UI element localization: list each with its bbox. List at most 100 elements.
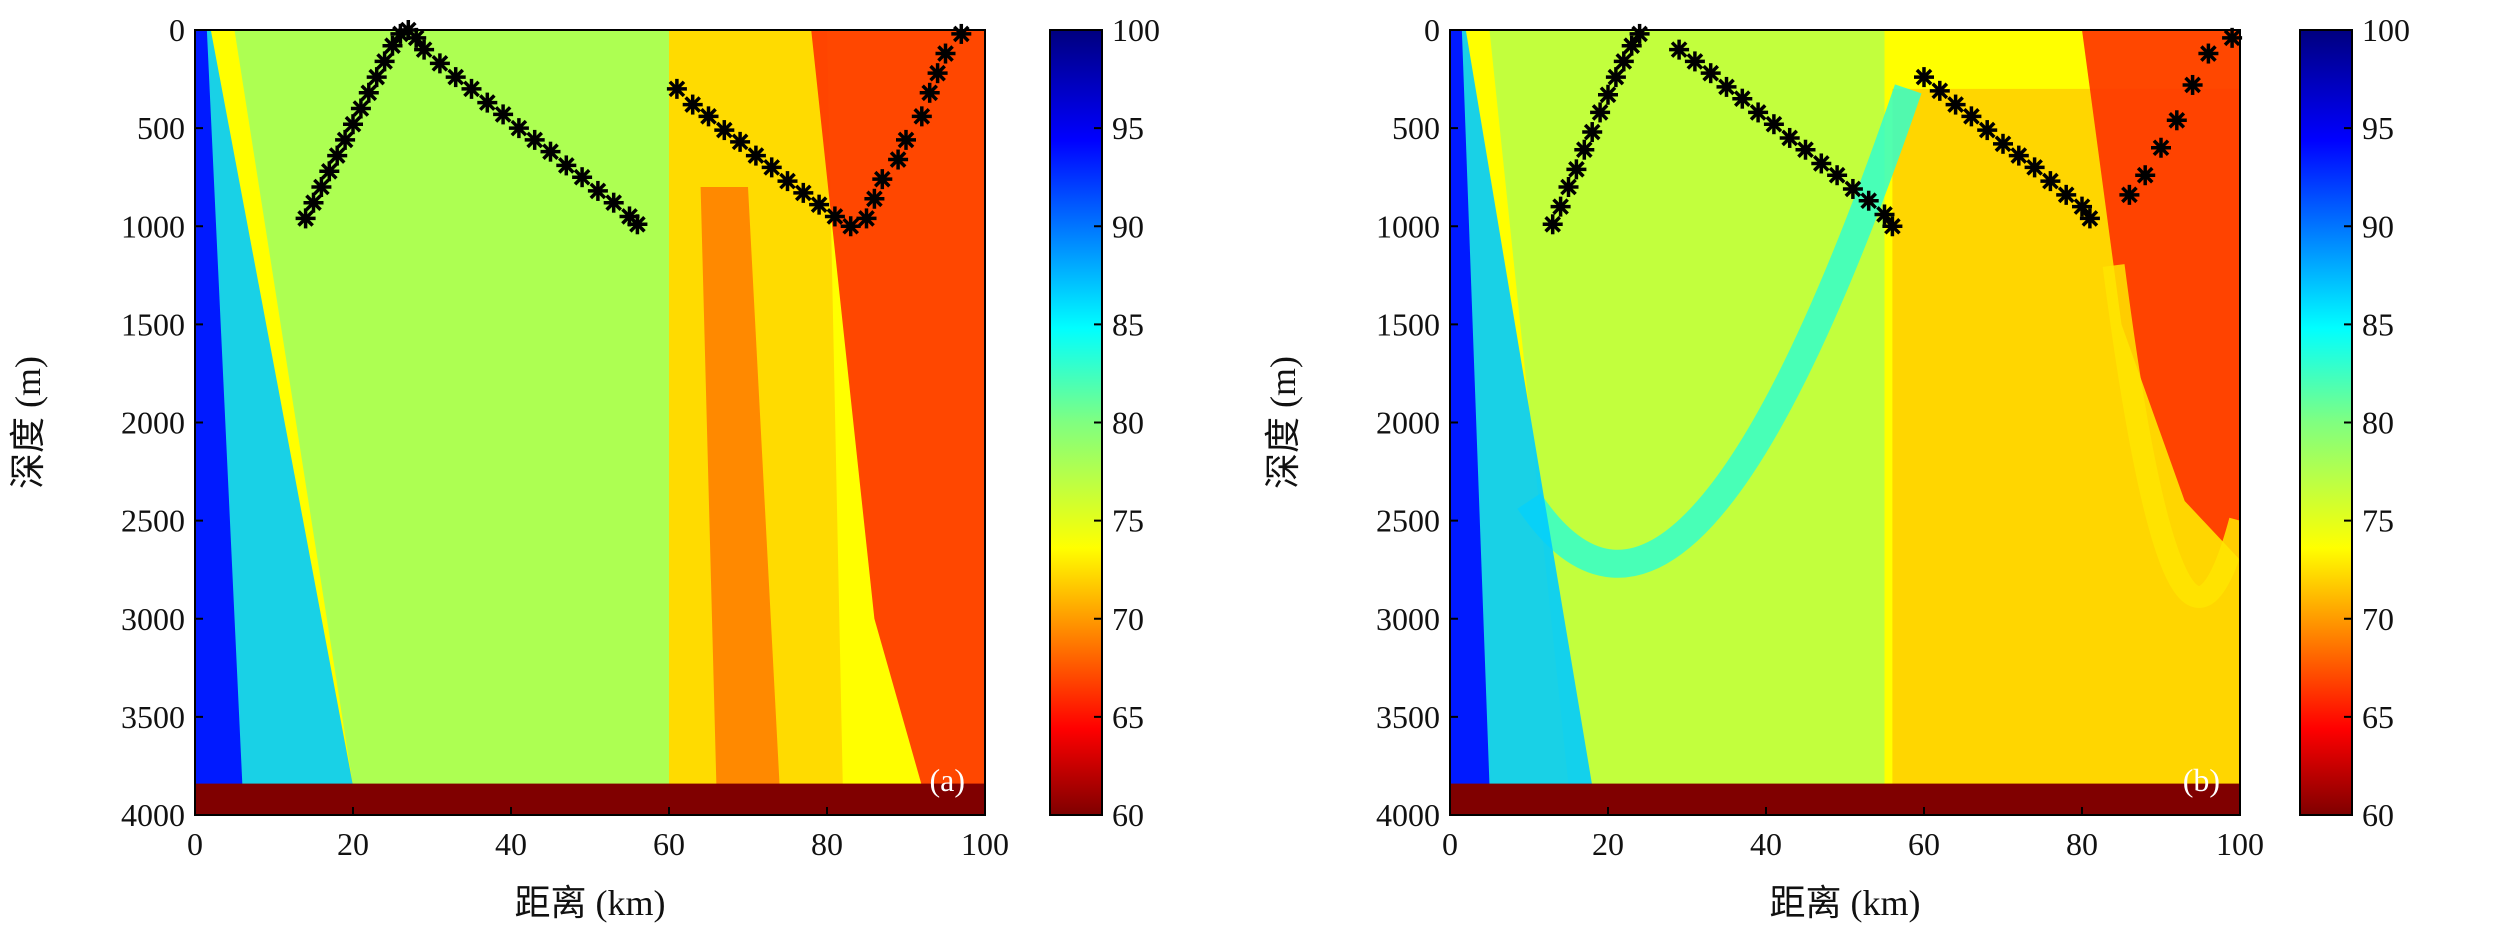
panel-a-x-tick-label: 80 [811,826,843,862]
panel-b-asterisk-marker [1827,165,1848,186]
panel-a-colorbar-tick-label: 90 [1112,208,1144,244]
panel-b-x-tick-label: 60 [1908,826,1940,862]
panel-b-y-tick-label: 1000 [1376,208,1440,244]
panel-a-colorbar: 100 95 90 85 80 75 70 65 60 [1049,12,1160,833]
panel-b-yellow-arc [1517,84,1922,578]
panel-a-asterisk-marker [343,114,363,135]
panel-b-colorbar-tick-label: 85 [2362,306,2394,342]
panel-a-asterisk-marker [927,63,948,84]
panel-b-cyan-arc [2102,264,2240,608]
panel-b-asterisk-marker [1669,39,1690,60]
panel-a-colorbar-tick-label: 85 [1112,306,1144,342]
panel-b-y-tick-label: 0 [1424,12,1440,48]
panel-b-asterisk-marker [2166,110,2187,131]
panel-a-x-tick-label: 20 [337,826,369,862]
panel-b-yellow-zone [1450,30,1593,786]
panel-a-asterisk-marker [303,192,324,213]
panel-a-y-tick-label: 4000 [121,797,185,833]
panel-b-asterisk-marker [1566,159,1587,180]
panel-a-x-tick-label: 60 [653,826,685,862]
panel-a-asterisk-marker [524,129,545,150]
panel-a-y-tick-label: 3000 [121,601,185,637]
panel-b-asterisk-marker [2198,43,2219,64]
panel-a-asterisk-marker [761,157,782,178]
panel-b-asterisk-marker [2222,27,2243,48]
panel-b-x-axis-label: 距离 (km) [1770,883,1921,923]
panel-b-asterisk-marker [1977,120,1998,141]
panel-a-asterisk-marker [429,53,450,74]
panel-b-colorbar-gradient [2300,30,2352,815]
panel-a-asterisk-marker [872,169,893,190]
panel-a-y-tick-label: 3500 [121,699,185,735]
panel-a-asterisk-marker [327,145,348,166]
panel-b-asterisk-marker [1732,88,1753,109]
panel-a-asterisk-marker [856,208,877,229]
panel-b-asterisk-marker [1629,23,1650,44]
panel-b-asterisk-marker [2119,184,2140,205]
panel-a-asterisk-marker [793,182,814,203]
panel-a-asterisk-marker [809,194,830,215]
panel-a-red-zone [195,30,243,786]
panel-a-asterisk-marker [627,214,648,235]
panel-b-asterisk-marker [2135,165,2156,186]
panel-a-asterisk-marker [864,188,885,209]
panel-b-colorbar-tick-label: 70 [2362,601,2394,637]
panel-a-asterisk-marker [508,118,529,139]
panel-b-asterisk-marker [2072,196,2092,217]
panel-b-asterisk-marker [2182,74,2203,95]
panel-a-y-tick-label: 1000 [121,208,185,244]
panel-a-x-tick-label: 0 [187,826,203,862]
panel-a-colorbar-tick-label: 75 [1112,503,1144,539]
panel-a-asterisk-marker [824,206,845,227]
panel-a-asterisk-marker [358,82,379,103]
panel-b-asterisk-marker [1842,178,1863,199]
panel-a-asterisk-marker [295,208,316,229]
panel-b-asterisk-marker [1558,177,1579,197]
panel-b-asterisk-marker [1605,67,1626,88]
panel-b-asterisk-marker [2056,184,2077,205]
panel-b-asterisk-marker [1550,196,1571,217]
panel-a-colorbar-tick-label: 70 [1112,601,1144,637]
panel-b-asterisk-marker [2151,137,2171,158]
panel-b-colorbar-tick-label: 90 [2362,208,2394,244]
panel-b-asterisk-marker [1945,94,1966,115]
panel-a-asterisk-marker [840,216,861,237]
panel-b-asterisk-marker [1882,216,1903,237]
panel-b-asterisk-marker [1914,67,1934,88]
panel-b-y-tick-label: 500 [1392,110,1440,146]
panel-b-asterisk-marker [1582,122,1603,143]
panel-b-colorbar-tick-label: 95 [2362,110,2394,146]
panel-a-asterisk-marker [366,67,387,88]
panel-b-asterisk-marker [1961,106,1982,127]
panel-b-seabed [1450,783,2240,815]
panel-a-asterisk-marker [951,23,972,44]
panel-a-marker-series-2 [666,23,972,237]
panel-a-y-tick-label: 500 [137,110,185,146]
panel-a-colorbar-gradient [1050,30,1102,815]
panel-a-colorbar-tick-label: 95 [1112,110,1144,146]
panel-b-asterisk-marker [2040,171,2061,192]
panel-b-asterisk-marker [2024,157,2045,178]
panel-b-y-tick-label: 2500 [1376,503,1440,539]
panel-b-asterisk-marker [1795,139,1816,160]
panel-a-asterisk-marker [587,180,608,201]
panel-a-colorbar-tick-label: 80 [1112,405,1144,441]
panel-a-asterisk-marker [540,141,561,162]
panel-a-asterisk-marker [382,35,403,56]
panel-b-asterisk-marker [1929,80,1950,101]
panel-a-colorbar-tick-label: 65 [1112,699,1144,735]
panel-a-asterisk-marker [714,120,735,141]
panel-b-x-tick-label: 20 [1592,826,1624,862]
panel-a-x-axis-label: 距离 (km) [515,883,666,923]
panel-a-y-tick-label: 0 [169,12,185,48]
panel-b-red-zone [1450,30,1490,786]
panel-b-asterisk-marker [1779,127,1800,148]
panel-b-asterisk-marker [1874,204,1895,225]
panel-a-asterisk-marker [919,82,940,103]
panel-a-asterisk-marker [777,171,798,192]
panel-b-asterisk-marker [2079,208,2100,229]
panel-b-marker-series-1 [1542,23,1903,237]
panel-a-asterisk-marker [445,67,466,88]
panel-a-asterisk-marker [935,43,956,64]
